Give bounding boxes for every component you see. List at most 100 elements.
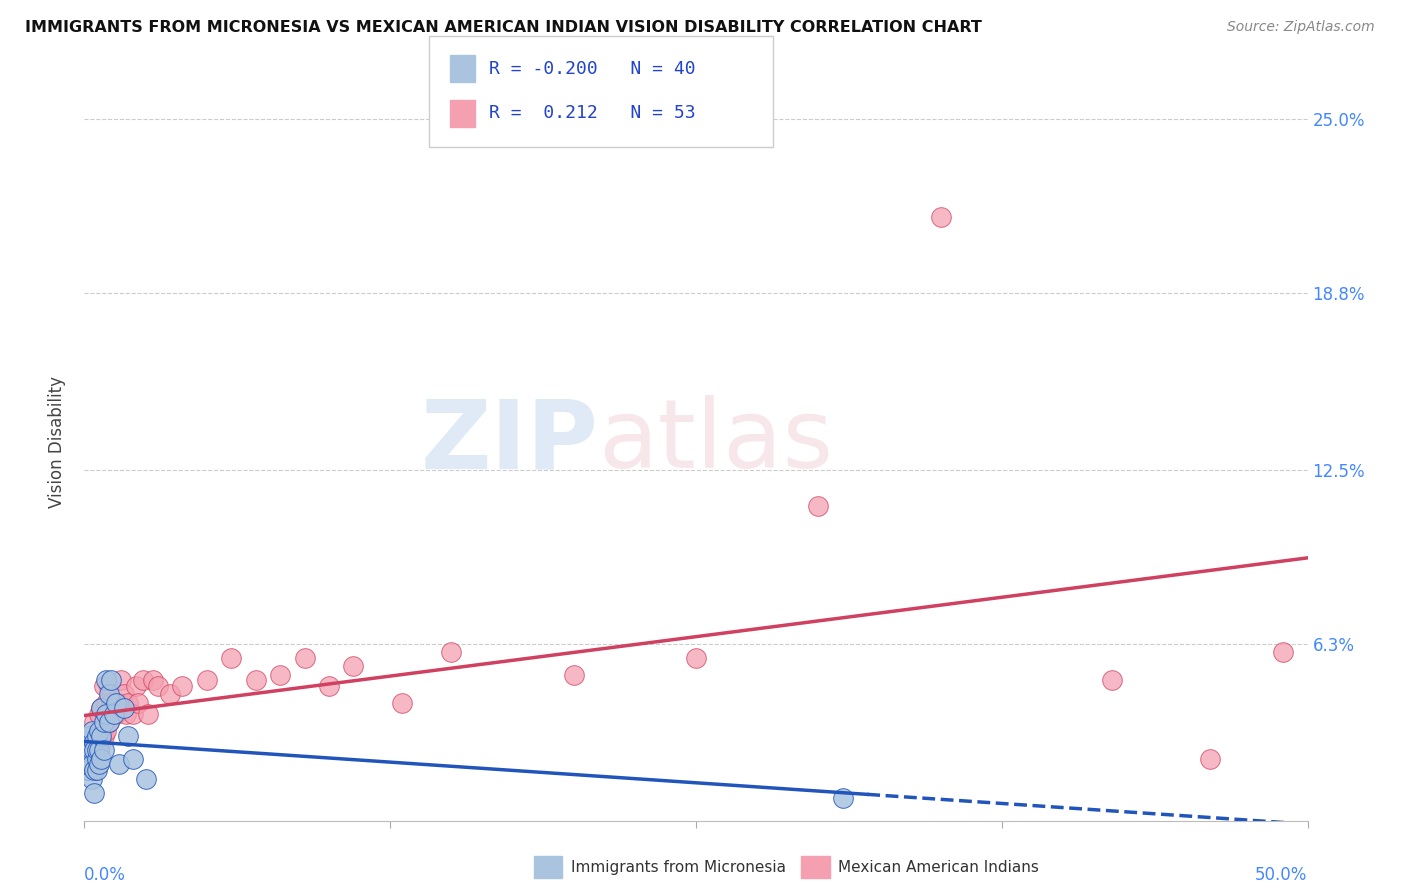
- Point: [87, 706, 110, 721]
- Point: [93, 743, 115, 757]
- Point: [96, 673, 118, 688]
- Point: [87, 743, 110, 757]
- Point: [90, 701, 112, 715]
- Point: [83, 743, 105, 757]
- Point: [1198, 752, 1220, 766]
- Point: [77, 730, 100, 744]
- Point: [83, 715, 105, 730]
- Point: [80, 772, 103, 786]
- Point: [103, 701, 125, 715]
- Point: [87, 743, 110, 757]
- Point: [77, 763, 100, 777]
- Point: [142, 673, 165, 688]
- Point: [1101, 673, 1123, 688]
- Point: [103, 706, 125, 721]
- Point: [115, 706, 138, 721]
- Point: [269, 667, 291, 681]
- Point: [83, 752, 105, 766]
- Point: [76, 763, 98, 777]
- Point: [122, 752, 145, 766]
- Point: [86, 730, 108, 744]
- Point: [93, 730, 115, 744]
- Point: [83, 735, 105, 749]
- Point: [117, 730, 139, 744]
- Point: [195, 673, 218, 688]
- Point: [90, 752, 112, 766]
- Point: [87, 723, 110, 738]
- Point: [342, 659, 364, 673]
- Point: [80, 757, 103, 772]
- Point: [440, 645, 463, 659]
- Point: [97, 679, 120, 693]
- Point: [83, 763, 105, 777]
- Point: [93, 679, 115, 693]
- Point: [831, 791, 853, 805]
- Point: [112, 701, 135, 715]
- Text: 0.0%: 0.0%: [84, 866, 127, 884]
- Text: Mexican American Indians: Mexican American Indians: [838, 860, 1039, 874]
- Point: [146, 679, 169, 693]
- Text: R =  0.212   N = 53: R = 0.212 N = 53: [489, 104, 696, 122]
- Point: [90, 735, 112, 749]
- Point: [76, 752, 98, 766]
- Point: [105, 696, 128, 710]
- Point: [245, 673, 267, 688]
- Point: [76, 763, 98, 777]
- Point: [97, 715, 120, 730]
- Point: [172, 679, 194, 693]
- Point: [562, 667, 585, 681]
- Point: [96, 723, 118, 738]
- Point: [86, 763, 108, 777]
- Point: [117, 696, 139, 710]
- Point: [391, 696, 413, 710]
- Point: [90, 730, 112, 744]
- Point: [122, 706, 145, 721]
- Point: [77, 735, 100, 749]
- Point: [219, 650, 242, 665]
- Point: [86, 743, 108, 757]
- Point: [80, 743, 103, 757]
- Text: IMMIGRANTS FROM MICRONESIA VS MEXICAN AMERICAN INDIAN VISION DISABILITY CORRELAT: IMMIGRANTS FROM MICRONESIA VS MEXICAN AM…: [25, 20, 983, 35]
- Point: [159, 687, 181, 701]
- Point: [112, 687, 135, 701]
- Point: [807, 499, 830, 513]
- Point: [76, 735, 98, 749]
- Point: [86, 730, 108, 744]
- Point: [96, 696, 118, 710]
- Point: [80, 743, 103, 757]
- Point: [86, 752, 108, 766]
- Point: [97, 715, 120, 730]
- Point: [132, 673, 155, 688]
- Point: [90, 701, 112, 715]
- Point: [80, 723, 103, 738]
- Y-axis label: Vision Disability: Vision Disability: [48, 376, 66, 508]
- Point: [105, 706, 128, 721]
- Point: [93, 715, 115, 730]
- Text: R = -0.200   N = 40: R = -0.200 N = 40: [489, 60, 696, 78]
- Point: [76, 752, 98, 766]
- Text: Immigrants from Micronesia: Immigrants from Micronesia: [571, 860, 786, 874]
- Point: [77, 752, 100, 766]
- Point: [110, 673, 132, 688]
- Point: [318, 679, 340, 693]
- Point: [97, 687, 120, 701]
- Point: [294, 650, 316, 665]
- Text: atlas: atlas: [598, 395, 834, 488]
- Point: [80, 730, 103, 744]
- Text: 50.0%: 50.0%: [1256, 866, 1308, 884]
- Point: [77, 752, 100, 766]
- Point: [86, 743, 108, 757]
- Point: [125, 679, 148, 693]
- Point: [107, 757, 129, 772]
- Point: [929, 210, 952, 224]
- Point: [100, 696, 122, 710]
- Point: [127, 696, 149, 710]
- Point: [136, 706, 159, 721]
- Point: [1272, 645, 1295, 659]
- Point: [87, 757, 110, 772]
- Text: Source: ZipAtlas.com: Source: ZipAtlas.com: [1227, 20, 1375, 34]
- Text: ZIP: ZIP: [420, 395, 598, 488]
- Point: [83, 786, 105, 800]
- Point: [96, 706, 118, 721]
- Point: [135, 772, 157, 786]
